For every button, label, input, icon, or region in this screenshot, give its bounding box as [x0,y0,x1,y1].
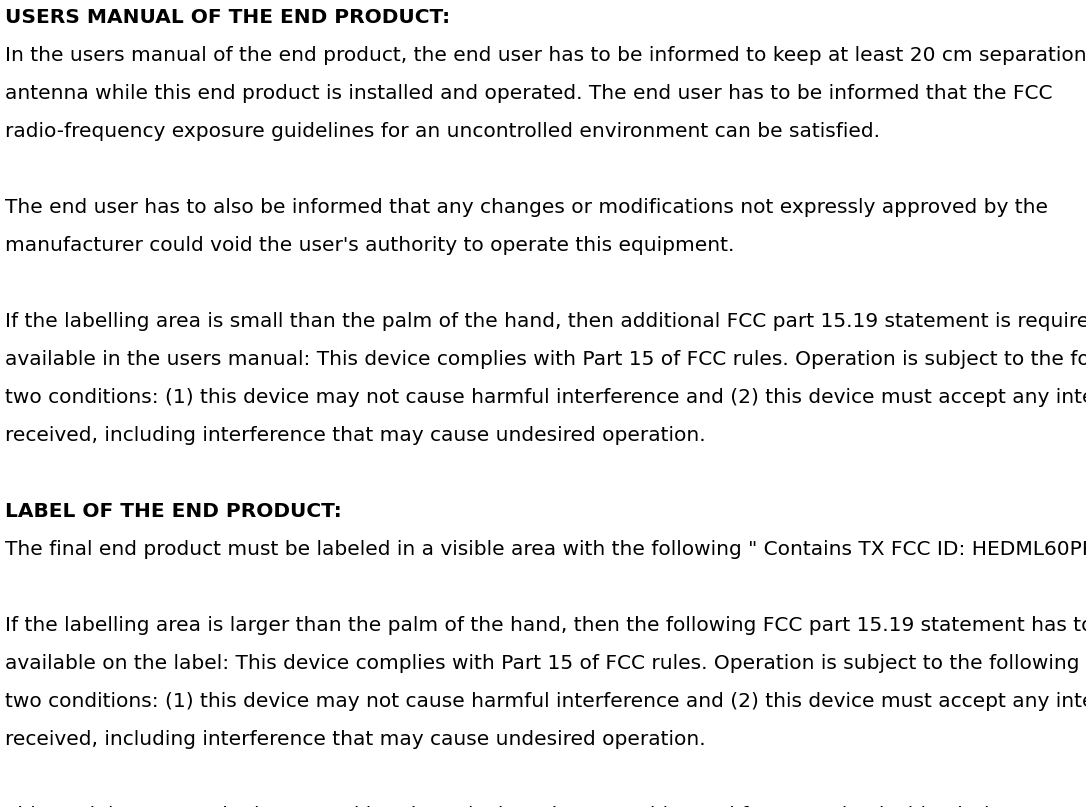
Text: If the labelling area is small than the palm of the hand, then additional FCC pa: If the labelling area is small than the … [5,312,1086,331]
Text: available in the users manual: This device complies with Part 15 of FCC rules. O: available in the users manual: This devi… [5,350,1086,369]
Text: If the labelling area is larger than the palm of the hand, then the following FC: If the labelling area is larger than the… [5,616,1086,635]
Text: The final end product must be labeled in a visible area with the following " Con: The final end product must be labeled in… [5,540,1086,559]
Text: radio-frequency exposure guidelines for an uncontrolled environment can be satis: radio-frequency exposure guidelines for … [5,122,880,141]
Text: two conditions: (1) this device may not cause harmful interference and (2) this : two conditions: (1) this device may not … [5,388,1086,407]
Text: two conditions: (1) this device may not cause harmful interference and (2) this : two conditions: (1) this device may not … [5,692,1086,711]
Text: In the users manual of the end product, the end user has to be informed to keep : In the users manual of the end product, … [5,46,1086,65]
Text: available on the label: This device complies with Part 15 of FCC rules. Operatio: available on the label: This device comp… [5,654,1079,673]
Text: The end user has to also be informed that any changes or modifications not expre: The end user has to also be informed tha… [5,198,1048,217]
Text: received, including interference that may cause undesired operation.: received, including interference that ma… [5,730,706,749]
Text: antenna while this end product is installed and operated. The end user has to be: antenna while this end product is instal… [5,84,1052,103]
Text: manufacturer could void the user's authority to operate this equipment.: manufacturer could void the user's autho… [5,236,734,255]
Text: received, including interference that may cause undesired operation.: received, including interference that ma… [5,426,706,445]
Text: LABEL OF THE END PRODUCT:: LABEL OF THE END PRODUCT: [5,502,342,521]
Text: This Module may not be integrated into host devices that are addressed for opera: This Module may not be integrated into h… [5,806,1086,807]
Text: USERS MANUAL OF THE END PRODUCT:: USERS MANUAL OF THE END PRODUCT: [5,8,450,27]
